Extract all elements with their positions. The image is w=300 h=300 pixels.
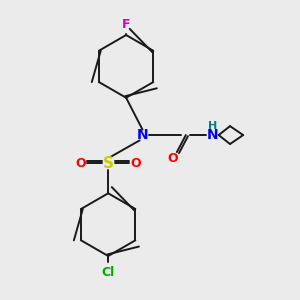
Text: N: N [137,128,148,142]
Text: O: O [131,157,141,170]
Text: Cl: Cl [102,266,115,279]
Text: O: O [168,152,178,165]
Text: F: F [122,19,130,32]
Text: N: N [207,128,218,142]
Text: O: O [75,157,86,170]
Text: H: H [208,122,217,131]
Text: S: S [103,156,114,171]
